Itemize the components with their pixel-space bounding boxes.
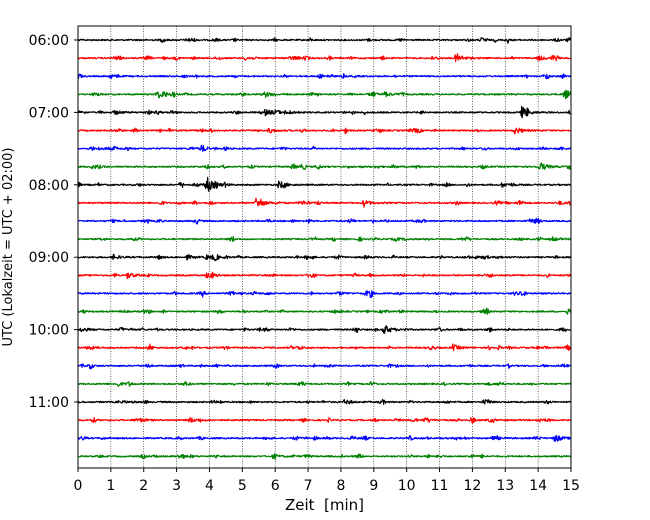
x-tick-label: 14	[529, 478, 547, 494]
x-tick-label: 7	[304, 478, 313, 494]
x-tick-label: 5	[238, 478, 247, 494]
trace-0715	[77, 127, 572, 135]
x-tick-label: 10	[398, 478, 416, 494]
trace-0800	[77, 176, 572, 192]
seismogram-traces	[77, 37, 572, 461]
x-tick-label: 13	[496, 478, 514, 494]
trace-1000	[77, 325, 572, 334]
trace-1115	[77, 417, 572, 424]
trace-1045	[77, 380, 572, 387]
trace-0845	[77, 235, 572, 243]
trace-0615	[77, 53, 572, 63]
trace-0600	[77, 37, 572, 44]
trace-0945	[77, 307, 572, 315]
x-tick-label: 1	[106, 478, 115, 494]
y-tick-label: 10:00	[29, 323, 69, 339]
plot-frame	[77, 25, 572, 469]
y-tick-label: 06:00	[29, 33, 69, 49]
trace-0700	[77, 105, 572, 119]
y-tick-label: 09:00	[29, 250, 69, 266]
y-tick-label: 07:00	[29, 105, 69, 121]
trace-1030	[77, 363, 572, 370]
trace-0830	[77, 217, 572, 225]
x-tick-label: 11	[431, 478, 449, 494]
trace-1145	[77, 452, 572, 461]
y-axis: 06:00 07:00 08:00 09:00 10:00 11:00	[29, 33, 78, 411]
x-tick-label: 9	[369, 478, 378, 494]
trace-1100	[77, 398, 572, 406]
x-tick-label: 6	[271, 478, 280, 494]
vertical-grid	[110, 26, 539, 468]
x-tick-label: 3	[172, 478, 181, 494]
trace-0815	[77, 197, 572, 208]
x-axis-label: Zeit [min]	[285, 496, 364, 514]
trace-0915	[77, 271, 572, 280]
x-tick-label: 2	[139, 478, 148, 494]
y-axis-label: UTC (Lokalzeit = UTC + 02:00)	[1, 148, 16, 347]
trace-0900	[77, 253, 572, 262]
trace-0645	[77, 89, 572, 100]
x-tick-label: 15	[562, 478, 580, 494]
trace-0745	[77, 162, 572, 170]
trace-0730	[77, 144, 572, 152]
x-tick-label: 4	[205, 478, 214, 494]
x-tick-label: 0	[74, 478, 83, 494]
y-tick-label: 08:00	[29, 178, 69, 194]
x-axis: 0 1 2 3 4 5 6 7 8 9 10 11 12 13 14 15	[74, 468, 580, 494]
trace-0930	[77, 290, 572, 299]
x-tick-label: 12	[463, 478, 481, 494]
trace-0630	[77, 73, 572, 80]
trace-1015	[77, 343, 572, 351]
y-tick-label: 11:00	[29, 395, 69, 411]
trace-1130	[77, 434, 572, 442]
x-tick-label: 8	[336, 478, 345, 494]
